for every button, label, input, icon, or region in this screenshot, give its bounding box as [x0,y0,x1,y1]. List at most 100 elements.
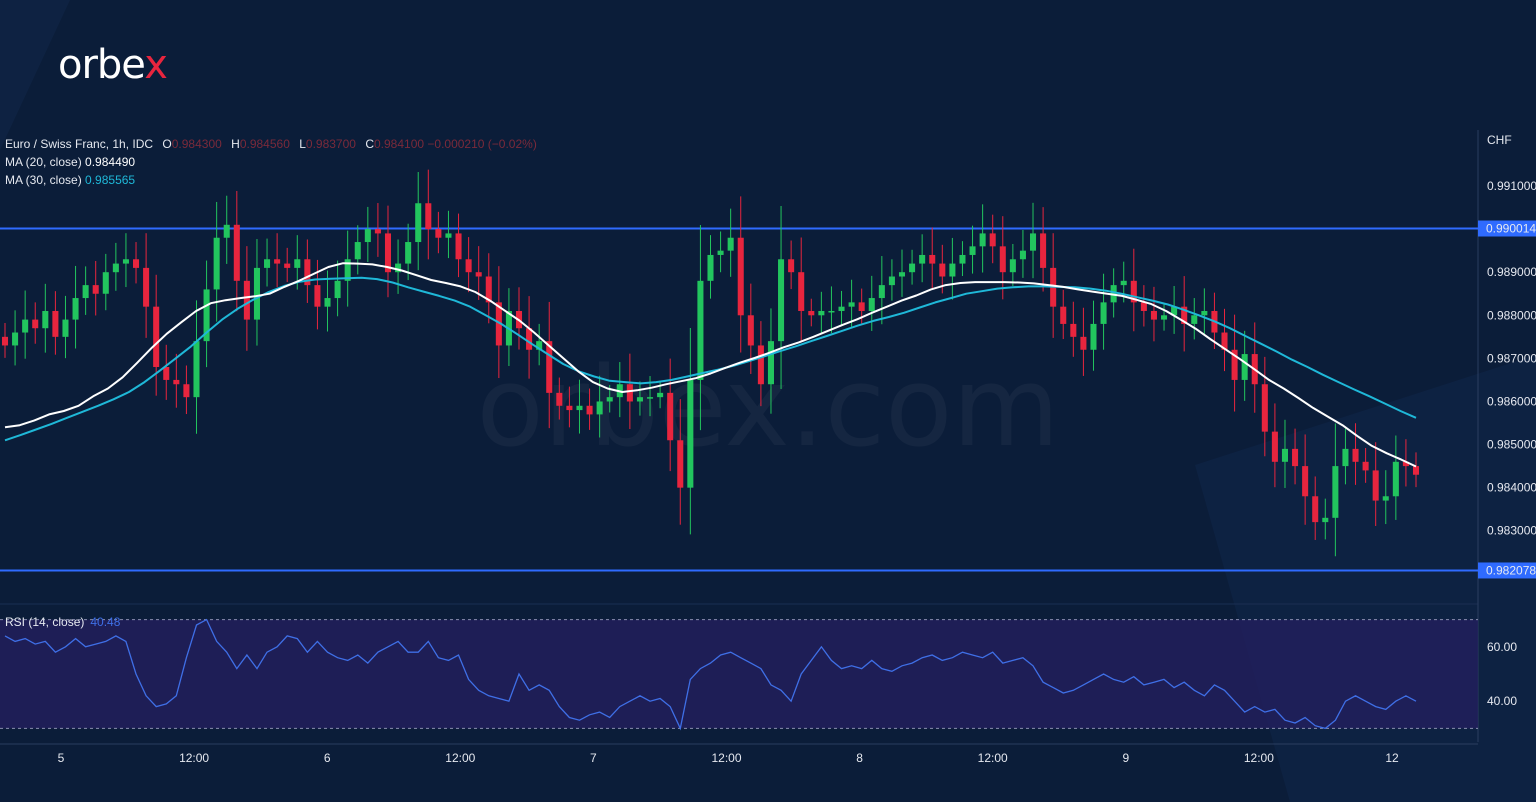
candle-body [1241,354,1248,380]
candle [999,216,1006,300]
candle [949,237,956,300]
y-tick-label: 0.984000 [1487,481,1536,495]
candle-body [919,254,926,264]
candle [132,242,140,284]
x-tick-label: 12:00 [1244,751,1274,765]
candle [274,233,281,288]
candle [707,235,714,299]
candle [42,283,49,353]
candle-body [42,310,49,329]
rsi-value: 40.48 [90,615,121,629]
candle-body [757,345,764,385]
candle-body [1,336,9,346]
candle [354,225,361,275]
candle-body [778,259,785,342]
candle [1,323,9,358]
candle [1171,285,1178,334]
candle [878,256,885,325]
candle-body [233,224,240,281]
candle-body [485,276,492,303]
candle-body [435,229,442,238]
rsi-tick-label: 40.00 [1487,694,1517,708]
candle [243,246,250,351]
candle [384,205,392,298]
candle [697,225,704,431]
ohlc-row: Euro / Swiss Franc, 1h, IDC O0.984300 H0… [5,137,537,151]
candle [475,246,482,300]
candle-body [1221,332,1228,350]
candle-body [838,306,845,311]
x-tick-label: 12 [1385,751,1399,765]
x-tick-label: 8 [856,751,863,765]
candle-body [475,272,482,277]
candle [536,323,543,366]
x-tick-label: 12:00 [978,751,1008,765]
candle [1029,202,1037,279]
candle [193,300,200,434]
candle-body [253,267,260,320]
ma20-value: 0.984490 [85,155,136,169]
candle-body [334,280,341,299]
candle-body [203,289,210,342]
candle-body [868,298,875,311]
candle-body [1120,280,1127,286]
candle-body [374,229,381,234]
candle-body [737,237,744,316]
level-price-tag [1478,220,1536,237]
candle-body [727,237,734,251]
candle-body [223,224,230,238]
candle [717,231,724,273]
candle-body [1412,466,1420,475]
candle-body [495,302,502,346]
candle-body [1070,323,1077,337]
candle-body [354,242,361,260]
candle-body [697,280,704,380]
candle [677,399,684,525]
candle-body [1029,233,1037,251]
candle-body [1342,448,1349,467]
candle [778,206,785,390]
level-price-label: 0.990014 [1486,222,1536,236]
candle-body [415,203,422,243]
candle-body [102,272,109,294]
candle-body [969,246,976,255]
y-tick-label: 0.987000 [1487,351,1536,365]
candle [919,234,926,283]
candle [22,290,29,359]
candle [969,225,976,274]
candle [1281,419,1289,488]
x-tick-label: 5 [58,751,65,765]
level-price-label: 0.982078 [1486,563,1536,577]
candle [1191,298,1198,340]
candle-body [364,229,371,243]
candle-body [566,405,573,411]
candle-body [264,259,271,268]
candle [1130,248,1137,332]
candle-body [445,233,452,238]
candle [1150,286,1157,342]
candle [1392,435,1399,520]
candle [445,210,452,259]
candle-body [1302,466,1309,497]
candle [1412,452,1420,488]
candle [102,253,109,311]
rsi-band [0,619,1478,729]
candle-body [576,405,583,411]
candle-body [707,254,714,281]
candle-body [1281,448,1289,462]
candle [143,233,150,338]
candle [374,203,381,257]
candle-body [1231,349,1238,380]
candle [1372,442,1379,526]
candle [767,308,774,414]
candle [284,247,291,283]
candle [1241,330,1248,401]
candle-body [999,246,1006,273]
candle-body [878,285,885,299]
candle-body [788,259,795,273]
candle [122,233,129,288]
candle-body [1352,448,1359,462]
candle-body [1372,470,1379,501]
candle-body [213,237,220,290]
